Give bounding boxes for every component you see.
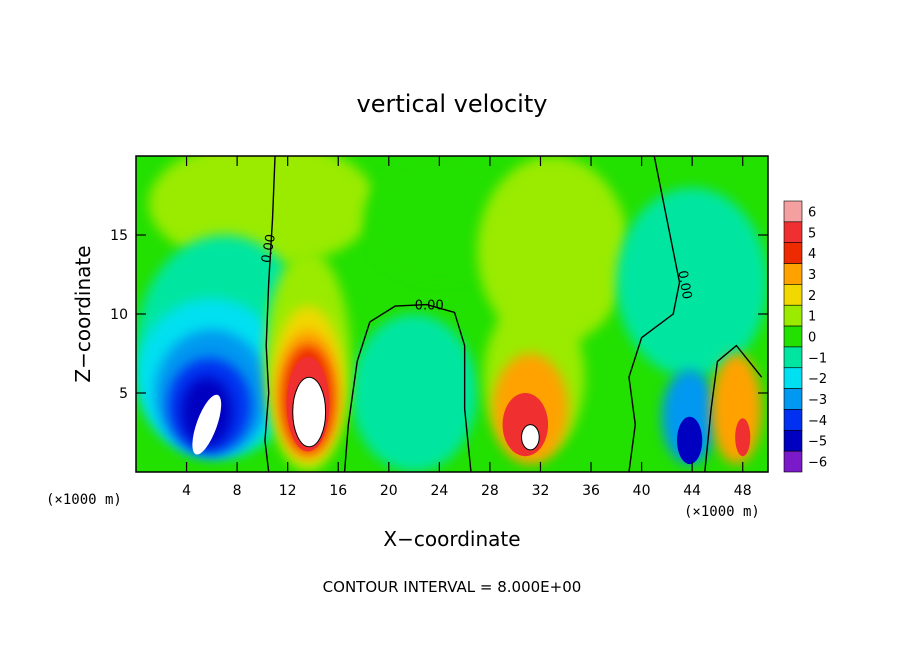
x-tick-label-12: 12 — [279, 483, 297, 499]
updraft-far-right-core — [735, 418, 751, 457]
field-region-upper-mid — [363, 156, 516, 283]
updraft-main-peak — [292, 376, 327, 448]
y-axis-label: Z−coordinate — [71, 245, 95, 382]
x-tick-label-48: 48 — [734, 483, 752, 499]
x-tick-label-36: 36 — [582, 483, 600, 499]
colorbar-label-1: 5 — [808, 226, 816, 241]
y-tick-label-15: 15 — [110, 228, 128, 244]
colorbar-swatch-12 — [783, 450, 803, 473]
x-axis-label: X−coordinate — [383, 527, 520, 551]
x-tick-label-16: 16 — [329, 483, 347, 499]
colorbar-label-3: 3 — [808, 268, 816, 283]
x-tick-label-44: 44 — [683, 483, 701, 499]
colorbar-swatch-1 — [783, 221, 803, 243]
x-tick-label-28: 28 — [481, 483, 499, 499]
field-region-center-low — [350, 314, 478, 472]
x-tick-label-4: 4 — [182, 483, 191, 499]
contour-label-0: 0.00 — [259, 233, 279, 264]
colorbar-swatch-11 — [783, 430, 803, 452]
x-tick-label-20: 20 — [380, 483, 398, 499]
colorbar-swatch-8 — [783, 367, 803, 389]
x-axis-ticks: 4 8 12 16 20 24 28 32 36 40 44 48 — [182, 156, 752, 499]
contour-label-2: 0.00 — [674, 269, 694, 300]
colorbar-swatch-3 — [783, 263, 803, 285]
colorbar-swatch-9 — [783, 388, 803, 410]
colorbar-label-11: −5 — [808, 435, 827, 450]
field-region-upper-right — [477, 156, 629, 346]
x-tick-label-40: 40 — [633, 483, 651, 499]
colorbar-swatch-6 — [783, 325, 803, 348]
x-unit-right: (×1000 m) — [684, 504, 760, 520]
colorbar-swatch-7 — [783, 346, 803, 369]
colorbar-swatch-0 — [783, 200, 803, 223]
colorbar: 6 5 4 3 2 1 0 −1 −2 −3 −4 −5 −6 — [783, 200, 827, 473]
contour-label-1: 0.00 — [415, 298, 444, 313]
zero-contours: 0.00 0.00 0.00 — [259, 156, 763, 472]
colorbar-swatch-4 — [783, 284, 803, 306]
colorbar-swatch-2 — [783, 242, 803, 264]
colorbar-label-5: 1 — [808, 310, 816, 325]
zero-contour-center — [343, 303, 472, 472]
y-axis-ticks: 5 10 15 — [110, 228, 768, 402]
colorbar-label-2: 4 — [808, 247, 816, 262]
zero-contour-right — [628, 156, 681, 472]
chart-title: vertical velocity — [357, 90, 548, 118]
colorbar-label-10: −4 — [808, 414, 827, 429]
field-region-right — [616, 187, 768, 378]
plot-area: 0.00 0.00 0.00 — [136, 156, 768, 472]
contour-interval-note: CONTOUR INTERVAL = 8.000E+00 — [323, 578, 582, 596]
zero-contour-far-right — [704, 344, 763, 472]
x-tick-label-32: 32 — [532, 483, 550, 499]
colorbar-label-9: −3 — [808, 393, 827, 408]
colorbar-label-6: 0 — [808, 331, 816, 346]
x-tick-label-8: 8 — [233, 483, 242, 499]
y-tick-label-5: 5 — [119, 386, 128, 402]
colorbar-swatch-10 — [783, 409, 803, 431]
x-tick-label-24: 24 — [430, 483, 448, 499]
updraft-right-peak — [521, 424, 540, 451]
colorbar-label-12: −6 — [808, 456, 827, 471]
y-tick-label-10: 10 — [110, 307, 128, 323]
downdraft-left-peak — [192, 394, 222, 455]
x-unit-left: (×1000 m) — [46, 492, 122, 508]
colorbar-label-4: 2 — [808, 289, 816, 304]
colorbar-label-0: 6 — [808, 205, 816, 220]
colorbar-label-7: −1 — [808, 351, 827, 366]
colorbar-label-8: −2 — [808, 372, 827, 387]
downdraft-right-core — [676, 416, 703, 465]
zero-contour-left — [264, 156, 276, 472]
colorbar-swatch-5 — [783, 304, 803, 327]
